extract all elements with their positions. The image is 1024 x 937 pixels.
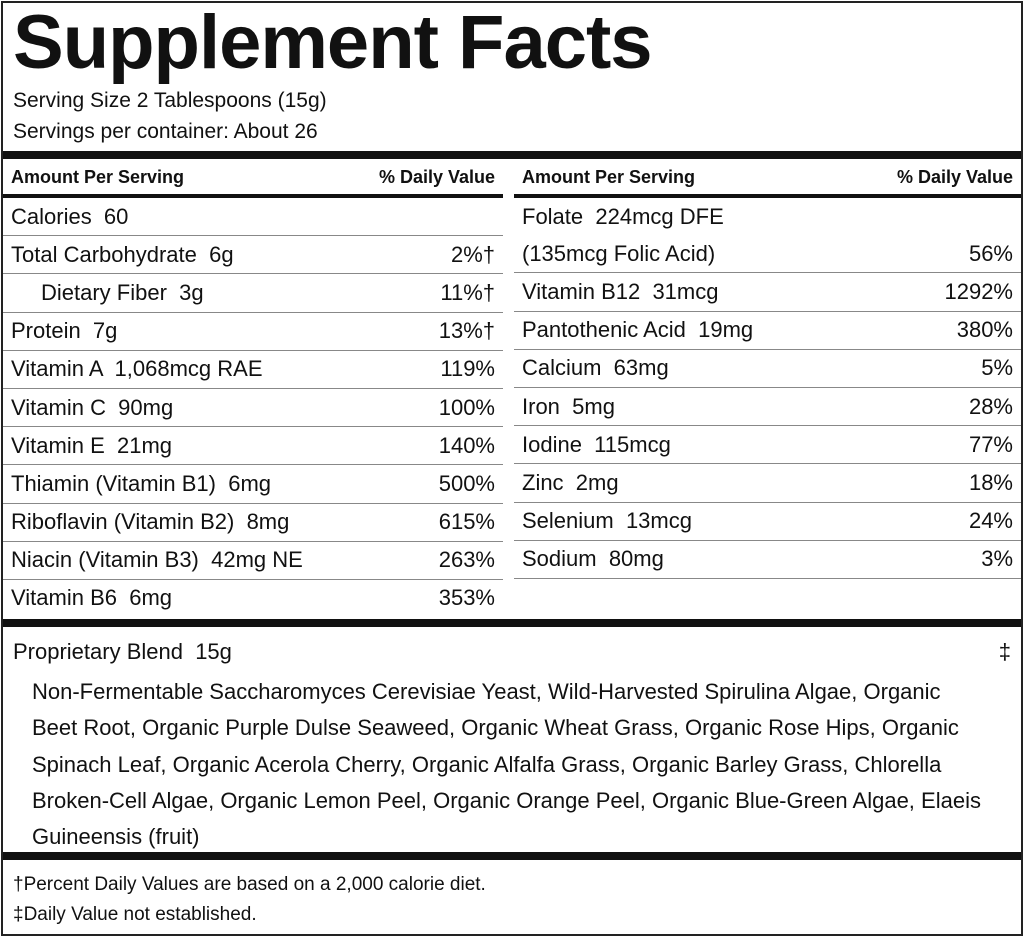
nutrient: Protein 7g <box>11 318 118 344</box>
nutrient-row: Calcium 63mg 5% <box>514 350 1021 388</box>
nutrient-row: Iodine 115mcg 77% <box>514 426 1021 465</box>
nutrient-row: Selenium 13mcg 24% <box>514 503 1021 541</box>
nutrient: Vitamin B12 31mcg <box>522 278 719 304</box>
thick-bar <box>3 151 1021 159</box>
nutrient: Vitamin E 21mg <box>11 432 173 458</box>
nutrient: Sodium 80mg <box>522 546 664 572</box>
left-column: Amount Per Serving % Daily Value Calories… <box>3 161 503 617</box>
nutrient: Calcium 63mg <box>522 355 669 381</box>
nutrient: Riboflavin (Vitamin B2) 8mg <box>11 509 290 535</box>
nutrient-row: Total Carbohydrate 6g 2%† <box>3 236 503 275</box>
nutrient: Iron 5mg <box>522 393 615 419</box>
nutrient-row: Vitamin E 21mg 140% <box>3 427 503 466</box>
thick-bar <box>3 619 1021 627</box>
daily-value: 263% <box>438 547 495 573</box>
nutrient: Zinc 2mg <box>522 469 619 495</box>
daily-value: 140% <box>438 432 495 458</box>
amount-header: Amount Per Serving <box>11 167 185 187</box>
nutrient: Niacin (Vitamin B3) 42mg NE <box>11 547 303 573</box>
nutrient-row: Iron 5mg 28% <box>514 388 1021 427</box>
serving-size: Serving Size 2 Tablespoons (15g) <box>13 89 327 112</box>
blend-ingredients: Non-Fermentable Saccharomyces Cerevisiae… <box>32 679 981 850</box>
daily-value: 500% <box>438 470 495 496</box>
title: Supplement Facts <box>13 0 653 85</box>
daily-value: 13%† <box>438 318 495 344</box>
thick-bar <box>3 852 1021 860</box>
column-header: Amount Per Serving % Daily Value <box>514 161 1021 198</box>
daily-value: 18% <box>968 469 1013 495</box>
daily-value: 56% <box>968 240 1013 266</box>
nutrient: Thiamin (Vitamin B1) 6mg <box>11 470 272 496</box>
nutrient: Selenium 13mcg <box>522 508 692 534</box>
footnote: ‡Daily Value not established. <box>13 904 257 925</box>
daily-value: 100% <box>438 394 495 420</box>
daily-value: 24% <box>968 508 1013 534</box>
nutrient: Vitamin C 90mg <box>11 394 174 420</box>
nutrient-row: Riboflavin (Vitamin B2) 8mg 615% <box>3 504 503 542</box>
nutrient-row: Folate 224mcg DFE <box>514 198 1021 235</box>
daily-value: 77% <box>968 431 1013 457</box>
nutrient-row: Vitamin A 1,068mcg RAE 119% <box>3 351 503 389</box>
nutrient-row: Pantothenic Acid 19mg 380% <box>514 312 1021 350</box>
empty-row <box>514 579 1021 616</box>
nutrient: Folate 224mcg DFE <box>522 203 724 229</box>
blend-name: Proprietary Blend 15g <box>13 639 232 664</box>
nutrient-row: Thiamin (Vitamin B1) 6mg 500% <box>3 465 503 504</box>
nutrient: Dietary Fiber 3g <box>41 279 204 305</box>
daily-value: 1292% <box>944 278 1013 304</box>
nutrient: Pantothenic Acid 19mg <box>522 317 754 343</box>
amount-header: Amount Per Serving <box>522 167 696 187</box>
daily-value: 3% <box>981 546 1013 572</box>
daily-value: 28% <box>968 393 1013 419</box>
servings-per-container: Servings per container: About 26 <box>13 120 318 143</box>
nutrient-row: Vitamin B6 6mg 353% <box>3 580 503 617</box>
daily-value: 119% <box>440 356 495 382</box>
dv-header: % Daily Value <box>896 167 1013 187</box>
nutrient: Vitamin A 1,068mcg RAE <box>11 356 263 382</box>
nutrient-row: (135mcg Folic Acid) 56% <box>514 235 1021 274</box>
column-header: Amount Per Serving % Daily Value <box>3 161 503 198</box>
nutrient-row: Protein 7g 13%† <box>3 313 503 351</box>
nutrient: Total Carbohydrate 6g <box>11 241 234 267</box>
nutrient-row: Dietary Fiber 3g 11%† <box>3 274 503 313</box>
daily-value: 353% <box>438 585 495 611</box>
nutrient-row: Niacin (Vitamin B3) 42mg NE 263% <box>3 542 503 580</box>
nutrient-row: Calories 60 <box>3 198 503 237</box>
daily-value: 615% <box>438 509 495 535</box>
daily-value: 380% <box>956 317 1013 343</box>
dv-header: % Daily Value <box>378 167 495 187</box>
nutrient: (135mcg Folic Acid) <box>522 240 716 266</box>
nutrient: Iodine 115mcg <box>522 431 671 457</box>
nutrient-row: Sodium 80mg 3% <box>514 541 1021 579</box>
nutrient-row: Vitamin C 90mg 100% <box>3 389 503 428</box>
nutrient: Vitamin B6 6mg <box>11 585 173 611</box>
nutrient: Calories 60 <box>11 203 129 229</box>
footnote: †Percent Daily Values are based on a 2,0… <box>13 874 486 895</box>
daily-value: 2%† <box>450 241 495 267</box>
right-column: Amount Per Serving % Daily Value Folate 2… <box>514 161 1021 616</box>
blend-row: Proprietary Blend 15g ‡ <box>13 639 1011 665</box>
nutrient-row: Zinc 2mg 18% <box>514 464 1021 503</box>
blend-dv: ‡ <box>998 639 1011 664</box>
nutrient-row: Vitamin B12 31mcg 1292% <box>514 273 1021 312</box>
daily-value: 11%† <box>440 279 495 305</box>
daily-value: 5% <box>981 355 1013 381</box>
